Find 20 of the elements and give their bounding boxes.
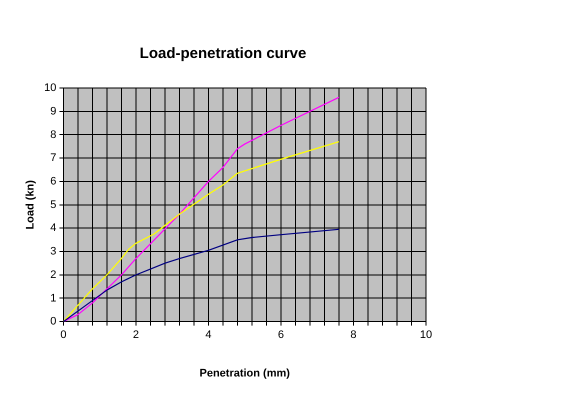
x-tick-label: 4: [205, 329, 212, 342]
y-tick-label: 1: [50, 292, 56, 304]
x-tick-label: 8: [350, 329, 357, 342]
y-tick-label: 6: [50, 175, 56, 188]
y-tick-label: 3: [50, 246, 56, 258]
y-tick-label: 10: [44, 82, 56, 94]
y-tick-label: 0: [50, 316, 56, 328]
y-tick-label: 7: [50, 152, 56, 164]
y-axis-title: Load (kn): [24, 180, 37, 230]
x-tick-label: 6: [278, 329, 284, 342]
y-tick-label: 5: [50, 198, 56, 211]
y-tick-label: 4: [50, 222, 56, 234]
y-tick-label: 8: [50, 128, 56, 141]
x-tick-label: 10: [420, 329, 432, 342]
x-tick-label: 0: [60, 329, 66, 342]
y-tick-label: 2: [50, 268, 56, 281]
x-axis-title: Penetration (mm): [199, 367, 290, 380]
chart-title: Load-penetration curve: [140, 45, 306, 62]
x-tick-label: 2: [132, 329, 140, 342]
y-tick-label: 9: [50, 105, 56, 118]
